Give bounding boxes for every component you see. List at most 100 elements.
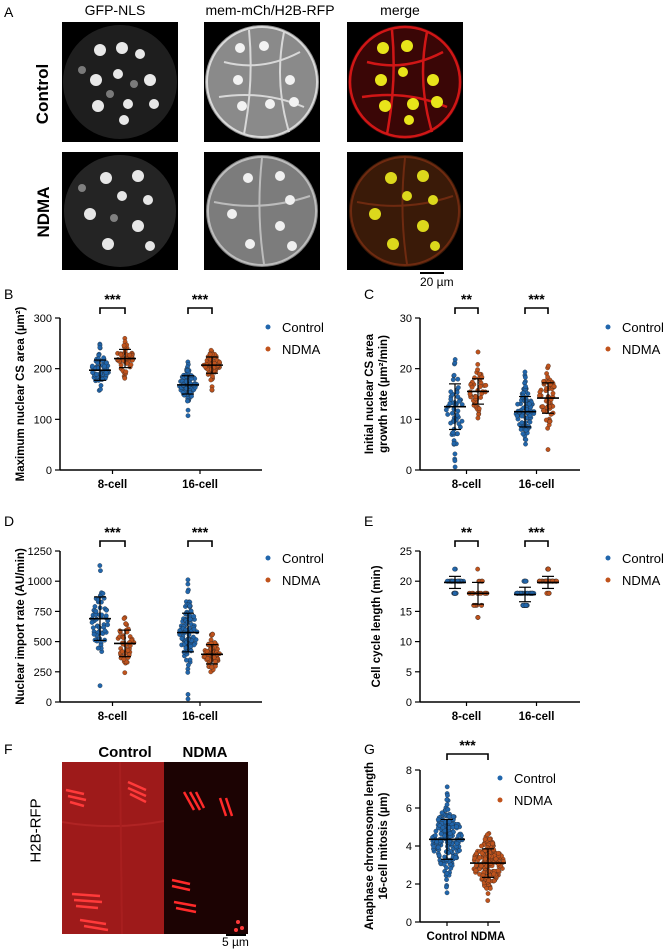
data-point [185,407,191,413]
data-point [455,431,460,437]
legend-label-ndma: NDMA [622,573,661,588]
x-tick-label: 8-cell [452,479,481,491]
data-point [185,577,191,583]
significance-bracket [454,540,479,547]
significance-label: *** [459,737,476,753]
data-point [446,819,452,825]
data-point [454,824,459,830]
data-point [455,385,461,390]
significance-label: *** [192,524,209,540]
col-title-mem: mem-mCh/H2B-RFP [205,2,335,18]
data-point [118,352,124,358]
data-point [454,840,460,846]
data-point [453,855,459,860]
y-tick-label: 0 [406,697,412,709]
data-point [452,451,458,457]
data-point [436,852,442,858]
legend-marker-control [605,555,611,561]
data-point [527,419,533,425]
data-point [455,408,461,414]
x-tick-label: Control [427,931,468,943]
col-title-merge: merge [380,2,420,18]
panel-letter-a: A [4,4,14,20]
y-tick-label: 25 [400,546,412,558]
data-point [523,427,529,433]
y-tick-label: 0 [46,465,52,477]
significance-bracket [187,540,213,547]
data-point [127,352,132,358]
significance-bracket [187,307,213,314]
panel-letter-f: F [4,741,13,757]
legend-marker-control [265,324,271,330]
data-point [447,831,453,836]
data-point [491,871,497,877]
data-point [191,614,197,619]
y-tick-label: 500 [34,637,52,649]
data-point [495,850,501,856]
significance-bracket [99,307,126,314]
y-tick-label: 20 [400,576,412,588]
data-point [485,832,490,838]
legend-marker-control [605,324,611,330]
data-point [482,836,488,842]
data-point [450,814,456,820]
data-point [515,401,520,407]
data-point [459,418,465,424]
panel-letter-g: G [364,741,375,757]
y-tick-label: 1250 [28,546,52,558]
data-point [209,367,214,372]
data-point [187,603,193,609]
legend-marker-ndma [497,797,503,803]
x-tick-label: 16-cell [519,479,555,491]
data-point [447,401,453,406]
y-tick-label: 0 [406,917,412,929]
data-point [125,648,131,653]
y-tick-label: 2 [406,879,412,891]
data-point [207,351,213,357]
data-point [98,387,103,392]
legend-marker-ndma [605,577,611,583]
data-point [482,856,488,862]
data-point [475,349,481,355]
data-point [522,369,528,375]
y-tick-label: 6 [406,803,412,815]
legend-marker-control [497,775,503,781]
data-point [444,797,450,803]
legend-marker-ndma [265,346,271,352]
data-point [445,412,451,417]
y-tick-label: 8 [406,765,412,777]
data-point [121,656,127,662]
data-point [448,866,454,871]
chart-g: 0 2 4 6 8 Anaphase chromosome length 16-cell m… [364,737,556,943]
y-tick-label: 4 [406,841,412,853]
panel-letter-e: E [364,513,374,529]
data-point [98,568,103,573]
micrograph-ndma-gfp [62,152,178,270]
data-point [545,374,551,380]
data-point [490,841,495,847]
data-point [487,836,492,842]
data-point [183,645,189,651]
data-point [455,376,461,382]
data-point [547,419,553,424]
data-point [128,362,134,368]
significance-label: ** [461,291,472,307]
data-point [454,412,460,418]
data-point [209,387,215,393]
legend-marker-control [265,555,271,561]
data-point [444,784,450,790]
data-point [101,355,106,361]
y-tick-label: 100 [34,414,52,426]
data-point [122,375,128,381]
data-point [452,458,458,464]
data-point [523,437,529,443]
data-point [209,664,215,670]
micrograph-ndma-mem [204,152,320,270]
y-axis-label: Cell cycle length (min) [371,565,383,687]
legend-label-control: Control [622,320,664,335]
data-point [450,377,456,383]
data-point [205,656,211,661]
data-point [475,615,481,620]
data-point [514,413,520,419]
